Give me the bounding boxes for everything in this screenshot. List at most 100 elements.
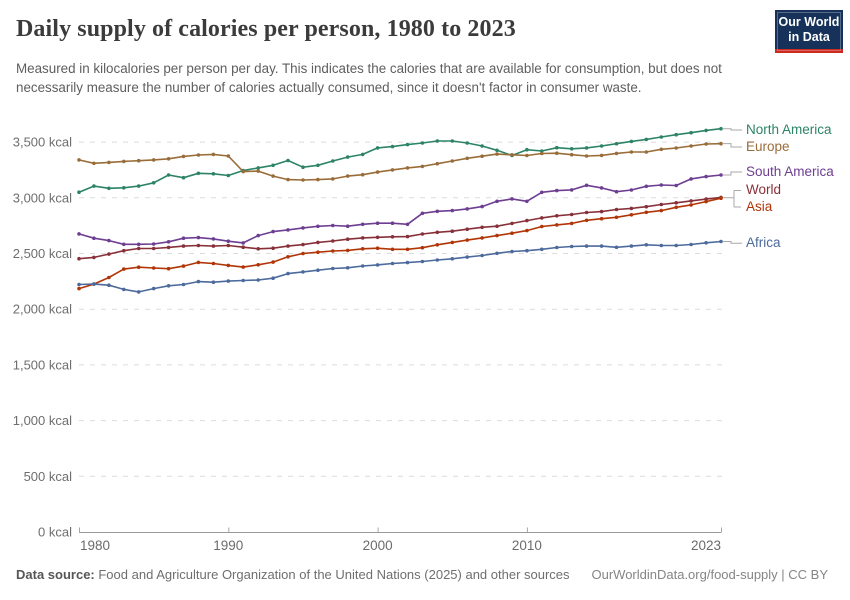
data-point-marker[interactable]: [256, 278, 261, 282]
data-point-marker[interactable]: [345, 155, 350, 159]
data-point-marker[interactable]: [719, 239, 723, 244]
data-point-marker[interactable]: [241, 245, 245, 249]
data-point-marker[interactable]: [256, 263, 261, 267]
data-point-marker[interactable]: [107, 238, 111, 243]
data-point-marker[interactable]: [286, 254, 290, 259]
data-point-marker[interactable]: [196, 171, 201, 176]
data-point-marker[interactable]: [226, 173, 231, 178]
data-point-marker[interactable]: [360, 172, 365, 177]
data-point-marker[interactable]: [166, 157, 171, 161]
data-point-marker[interactable]: [435, 258, 440, 262]
series-line[interactable]: [78, 142, 722, 181]
data-point-marker[interactable]: [405, 142, 410, 147]
series-south-america[interactable]: [77, 173, 723, 247]
data-point-marker[interactable]: [181, 264, 186, 268]
data-point-marker[interactable]: [166, 173, 171, 177]
data-point-marker[interactable]: [181, 244, 186, 248]
data-point-marker[interactable]: [659, 202, 664, 207]
data-point-marker[interactable]: [644, 210, 649, 215]
data-point-marker[interactable]: [420, 259, 425, 264]
data-point-marker[interactable]: [510, 197, 514, 201]
data-point-marker[interactable]: [390, 221, 395, 225]
data-point-marker[interactable]: [77, 232, 81, 236]
data-point-marker[interactable]: [226, 154, 231, 158]
data-point-marker[interactable]: [569, 147, 574, 151]
data-point-marker[interactable]: [525, 248, 529, 253]
data-point-marker[interactable]: [584, 146, 589, 150]
data-point-marker[interactable]: [375, 263, 380, 267]
data-point-marker[interactable]: [495, 224, 499, 228]
data-point-marker[interactable]: [599, 153, 604, 158]
data-point-marker[interactable]: [107, 160, 111, 165]
data-point-marker[interactable]: [689, 177, 693, 181]
legend-label-asia[interactable]: Asia: [746, 199, 773, 214]
data-point-marker[interactable]: [345, 237, 350, 241]
data-point-marker[interactable]: [540, 216, 544, 220]
series-line[interactable]: [78, 197, 722, 290]
data-point-marker[interactable]: [674, 132, 678, 137]
data-point-marker[interactable]: [77, 282, 81, 287]
data-point-marker[interactable]: [644, 137, 649, 142]
data-point-marker[interactable]: [316, 224, 320, 229]
data-point-marker[interactable]: [540, 224, 544, 229]
data-point-marker[interactable]: [241, 265, 245, 269]
data-point-marker[interactable]: [345, 174, 350, 178]
data-point-marker[interactable]: [390, 261, 395, 266]
data-point-marker[interactable]: [704, 199, 708, 204]
data-point-marker[interactable]: [584, 218, 589, 223]
data-point-marker[interactable]: [136, 290, 141, 294]
data-point-marker[interactable]: [211, 244, 216, 248]
legend-label-africa[interactable]: Africa: [746, 235, 781, 250]
data-point-marker[interactable]: [659, 135, 664, 139]
data-point-marker[interactable]: [211, 280, 216, 285]
data-point-marker[interactable]: [465, 141, 470, 145]
data-point-marker[interactable]: [465, 207, 470, 211]
data-point-marker[interactable]: [420, 211, 425, 216]
data-point-marker[interactable]: [316, 240, 320, 245]
data-point-marker[interactable]: [555, 151, 559, 155]
data-point-marker[interactable]: [256, 169, 261, 173]
data-point-marker[interactable]: [719, 126, 723, 131]
data-point-marker[interactable]: [569, 221, 574, 226]
data-point-marker[interactable]: [271, 163, 275, 168]
data-point-marker[interactable]: [196, 235, 201, 240]
data-point-marker[interactable]: [614, 151, 619, 156]
data-point-marker[interactable]: [151, 246, 156, 251]
data-point-marker[interactable]: [226, 263, 231, 268]
data-point-marker[interactable]: [256, 233, 261, 238]
data-point-marker[interactable]: [495, 152, 499, 156]
data-point-marker[interactable]: [674, 243, 678, 248]
data-point-marker[interactable]: [166, 266, 171, 271]
data-point-marker[interactable]: [151, 181, 156, 185]
data-point-marker[interactable]: [540, 151, 544, 156]
data-point-marker[interactable]: [107, 283, 111, 288]
data-point-marker[interactable]: [92, 161, 96, 166]
data-point-marker[interactable]: [211, 152, 216, 157]
data-point-marker[interactable]: [122, 267, 126, 271]
data-point-marker[interactable]: [122, 242, 126, 247]
data-point-marker[interactable]: [181, 236, 186, 240]
data-point-marker[interactable]: [555, 188, 559, 193]
data-point-marker[interactable]: [480, 154, 484, 158]
data-point-marker[interactable]: [360, 152, 365, 157]
data-point-marker[interactable]: [510, 231, 514, 235]
legend-label-europe[interactable]: Europe: [746, 139, 790, 154]
data-point-marker[interactable]: [286, 271, 290, 276]
data-point-marker[interactable]: [629, 213, 634, 217]
data-point-marker[interactable]: [704, 174, 708, 179]
data-point-marker[interactable]: [465, 238, 470, 242]
data-point-marker[interactable]: [644, 150, 649, 154]
data-point-marker[interactable]: [599, 209, 604, 214]
data-point-marker[interactable]: [555, 214, 559, 218]
data-point-marker[interactable]: [316, 177, 320, 182]
data-point-marker[interactable]: [136, 242, 141, 247]
data-point-marker[interactable]: [345, 248, 350, 253]
data-point-marker[interactable]: [510, 221, 514, 226]
data-point-marker[interactable]: [136, 184, 141, 188]
data-point-marker[interactable]: [301, 251, 305, 256]
data-point-marker[interactable]: [614, 207, 619, 212]
data-point-marker[interactable]: [599, 144, 604, 148]
data-point-marker[interactable]: [689, 130, 693, 135]
data-point-marker[interactable]: [525, 228, 529, 233]
data-point-marker[interactable]: [480, 225, 484, 230]
